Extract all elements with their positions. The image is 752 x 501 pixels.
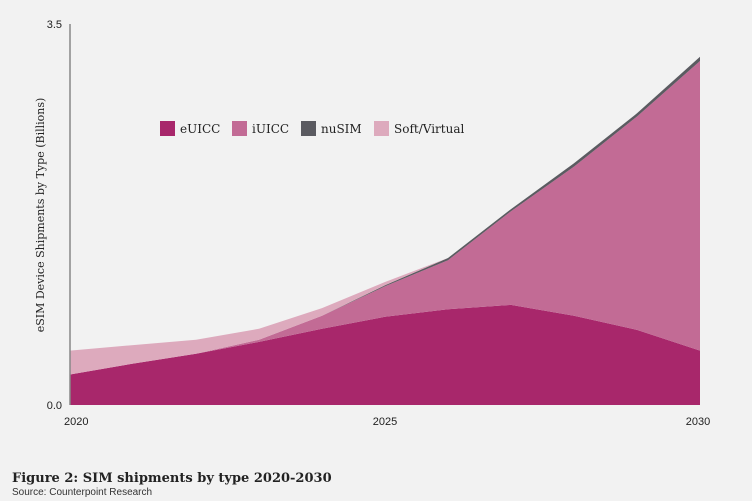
legend-item-nusim: nuSIM bbox=[301, 121, 362, 136]
legend-item-euicc: eUICC bbox=[160, 121, 220, 136]
legend-swatch bbox=[374, 121, 389, 136]
x-tick-label: 2025 bbox=[373, 416, 397, 428]
legend-swatch bbox=[301, 121, 316, 136]
x-tick-label: 2030 bbox=[686, 416, 710, 428]
legend-swatch bbox=[232, 121, 247, 136]
legend-label: iUICC bbox=[252, 122, 289, 136]
legend-item-iuicc: iUICC bbox=[232, 121, 289, 136]
y-tick-label: 0.0 bbox=[47, 400, 62, 412]
legend-label: eUICC bbox=[180, 122, 220, 136]
legend-item-soft-virtual: Soft/Virtual bbox=[374, 121, 464, 136]
y-tick-label: 3.5 bbox=[47, 19, 62, 31]
figure-title: Figure 2: SIM shipments by type 2020-203… bbox=[12, 471, 332, 486]
chart-areas bbox=[70, 56, 700, 405]
figure-caption: Figure 2: SIM shipments by type 2020-203… bbox=[12, 471, 332, 499]
legend: eUICC iUICC nuSIM Soft/Virtual bbox=[160, 121, 464, 136]
legend-swatch bbox=[160, 121, 175, 136]
x-tick-label: 2020 bbox=[64, 416, 88, 428]
y-axis-title: eSIM Device Shipments by Type (Billions) bbox=[34, 98, 47, 333]
legend-label: nuSIM bbox=[321, 122, 362, 136]
y-axis-ticks: 0.0 3.5 bbox=[47, 19, 62, 412]
area-euicc bbox=[70, 304, 700, 405]
legend-label: Soft/Virtual bbox=[394, 122, 464, 136]
area-iuicc bbox=[70, 61, 700, 375]
figure-source: Source: Counterpoint Research bbox=[12, 487, 153, 498]
chart: 2020 2025 2030 0.0 3.5 eSIM Device Shipment… bbox=[34, 19, 710, 428]
x-axis-ticks: 2020 2025 2030 bbox=[64, 416, 710, 428]
